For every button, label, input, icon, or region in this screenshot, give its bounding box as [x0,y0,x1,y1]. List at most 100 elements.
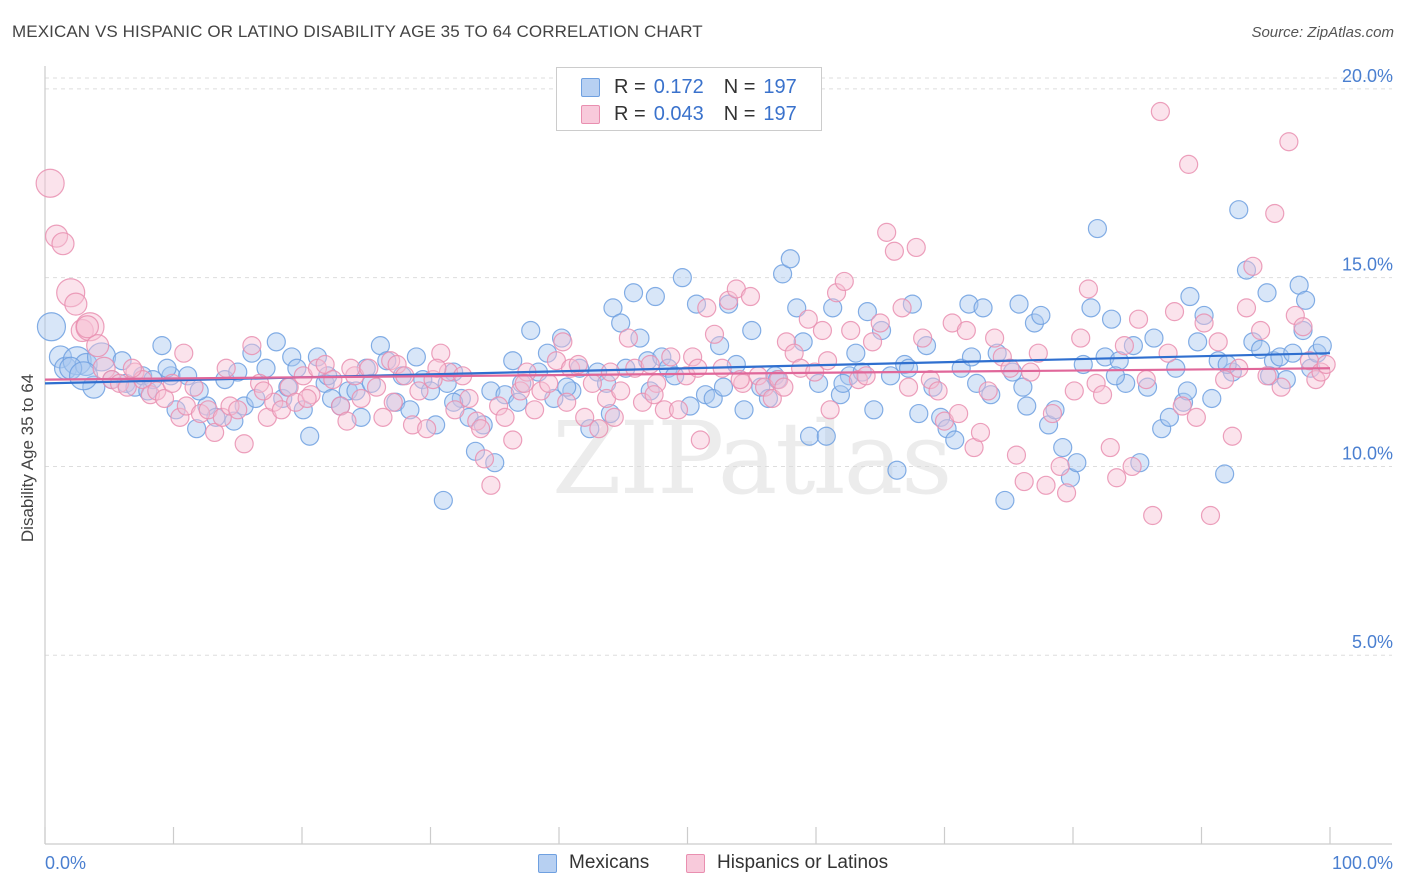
data-point [686,294,707,314]
data-point [817,351,838,371]
data-point [582,373,603,393]
data-point [1200,505,1221,526]
y-tick-label: 10.0% [1342,443,1393,463]
data-point [1136,370,1156,390]
data-point [1215,464,1235,484]
data-point [1144,328,1164,348]
data-point [877,222,897,242]
data-point [524,400,545,420]
data-point [531,381,551,401]
data-point [774,377,794,397]
data-point [820,400,840,420]
data-point [1159,407,1179,427]
data-point [431,343,451,363]
axis-labels: 5.0% 10.0% 15.0% 20.0% 0.0% 100.0% Disability … [18,66,1393,873]
data-point [315,354,335,375]
data-point [234,434,254,454]
watermark: ZIPatlas [552,400,953,517]
data-point [830,385,851,405]
data-point [489,396,509,416]
data-point [1071,328,1091,348]
data-point [931,407,951,427]
data-point [1056,483,1077,503]
chart-title: MEXICAN VS HISPANIC OR LATINO DISABILITY… [12,22,703,41]
data-point [676,366,696,386]
data-point [485,453,505,473]
data-point [445,400,465,420]
bottom-legend-swatch-pink [686,853,705,873]
data-point [1087,218,1108,239]
data-point [495,407,515,427]
data-point [187,419,207,439]
y-tick-label: 15.0% [1342,255,1393,275]
data-point [589,419,609,439]
data-point [224,411,244,431]
data-point [870,313,890,333]
data-point [282,347,302,367]
data-point [1215,370,1235,390]
data-point [383,392,403,412]
data-point [503,351,523,371]
legend-n-label: N = [723,102,756,125]
data-point [1179,154,1199,174]
data-point [906,237,926,258]
data-point [409,381,429,401]
data-point [427,358,447,378]
data-point [945,430,965,450]
data-point [600,362,621,382]
data-point [157,358,177,378]
legend-r-label: R = [614,75,646,98]
legend-r-label: R = [614,102,646,125]
data-point [987,343,1007,363]
data-point [654,400,674,420]
data-point [604,407,624,427]
data-point [618,328,638,348]
data-point [1166,358,1186,378]
data-point [1279,132,1299,152]
data-point [323,370,343,390]
data-point [630,328,650,348]
data-point [1013,377,1033,397]
legend-r-value: 0.172 [653,75,704,98]
data-point [841,320,861,341]
data-point [611,381,631,401]
data-point [366,377,387,397]
data-point [1053,437,1073,458]
data-point [978,381,998,401]
data-point [351,388,371,409]
data-point [568,354,588,375]
data-point [956,320,976,341]
data-point [640,381,660,401]
correlation-legend: R = 0.172 N = 197 R = 0.043 N = 197 [556,67,822,131]
data-point [1116,373,1136,393]
data-point [1114,336,1135,356]
data-point [1243,332,1263,352]
bottom-legend-label: Hispanics or Latinos [717,852,889,873]
data-point [1270,347,1290,367]
data-point [1265,203,1285,224]
data-point [600,403,621,424]
data-point [147,381,167,401]
axes [44,66,1392,845]
data-point [719,290,739,310]
data-point [387,354,407,375]
data-point [862,332,883,352]
data-point [603,298,623,318]
data-point [1137,377,1158,397]
data-point [474,449,495,469]
trend-lines [44,352,1331,385]
data-point [970,422,991,443]
legend-swatch-pink [581,104,600,124]
data-point [892,298,912,318]
data-point [683,347,703,367]
data-point [668,400,689,420]
bottom-legend-hispanics: Hispanics or Latinos [686,852,888,874]
data-point [86,334,110,358]
y-axis-label: Disability Age 35 to 64 [18,374,37,542]
data-point [122,358,142,378]
data-point [665,366,685,386]
data-point [1143,505,1163,526]
data-point [644,385,664,405]
data-point [205,422,225,443]
data-point [56,278,86,308]
